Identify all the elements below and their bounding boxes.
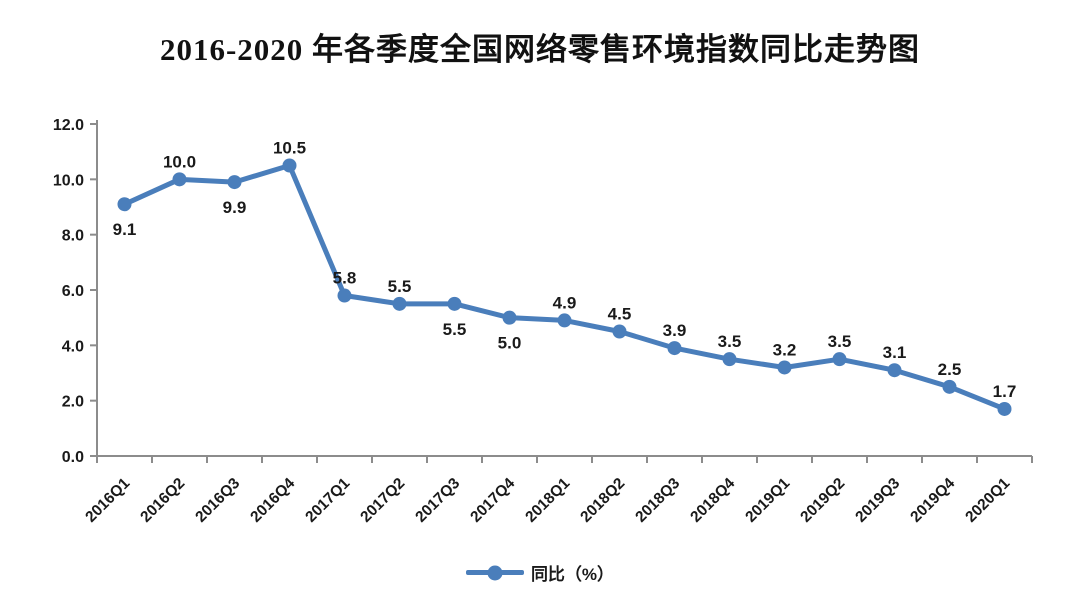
x-axis-tick-label: 2017Q2: [357, 475, 408, 526]
data-point-marker: [392, 296, 407, 311]
data-point-label: 3.2: [773, 340, 797, 359]
y-axis-tick-label: 0.0: [62, 449, 84, 466]
x-axis-tick-label: 2019Q4: [907, 475, 958, 526]
x-axis-tick-label: 2017Q4: [467, 475, 518, 526]
chart-title: 2016-2020 年各季度全国网络零售环境指数同比走势图: [159, 32, 921, 67]
data-point-label: 10.5: [273, 139, 306, 158]
data-point-marker: [557, 313, 572, 328]
x-axis-tick-label: 2020Q1: [962, 475, 1013, 526]
data-point-marker: [447, 296, 462, 311]
y-axis-tick-label: 10.0: [53, 172, 84, 189]
x-axis-tick-label: 2017Q1: [302, 475, 353, 526]
legend-label: 同比（%）: [530, 565, 615, 584]
data-point-label: 3.5: [828, 332, 852, 351]
legend-point-marker: [487, 565, 503, 580]
x-axis-tick-label: 2019Q2: [797, 475, 848, 526]
data-point-marker: [722, 352, 737, 367]
y-axis-tick-label: 8.0: [62, 228, 84, 245]
data-point-label: 5.5: [443, 320, 467, 339]
data-point-label: 9.1: [113, 220, 137, 239]
x-axis-tick-label: 2016Q1: [82, 475, 133, 526]
y-axis-tick-label: 4.0: [62, 338, 84, 355]
y-axis-tick-label: 2.0: [62, 394, 84, 411]
data-point-marker: [337, 288, 352, 303]
data-point-marker: [942, 379, 957, 394]
data-point-marker: [502, 310, 517, 325]
data-point-marker: [832, 352, 847, 367]
y-axis-tick-label: 6.0: [62, 283, 84, 300]
data-point-label: 5.0: [498, 334, 522, 353]
x-axis-tick-label: 2017Q3: [412, 475, 463, 526]
data-point-label: 2.5: [938, 360, 962, 379]
data-point-marker: [227, 175, 242, 190]
data-point-label: 3.5: [718, 332, 742, 351]
x-axis-tick-label: 2018Q3: [632, 475, 683, 526]
data-point-label: 3.1: [883, 343, 907, 362]
data-point-label: 1.7: [993, 382, 1017, 401]
x-axis-tick-label: 2018Q1: [522, 475, 573, 526]
x-axis-tick-label: 2019Q1: [742, 475, 793, 526]
data-point-label: 4.9: [553, 293, 577, 312]
data-point-marker: [282, 158, 297, 173]
x-axis-tick-label: 2019Q3: [852, 475, 903, 526]
data-point-label: 9.9: [223, 198, 247, 217]
chart-legend: 同比（%）: [0, 560, 1080, 585]
data-point-marker: [172, 172, 187, 187]
x-axis-tick-label: 2016Q3: [192, 475, 243, 526]
data-point-marker: [777, 360, 792, 375]
data-point-label: 4.5: [608, 305, 632, 324]
data-point-marker: [117, 197, 132, 212]
series-line: [122, 163, 1007, 412]
data-point-label: 10.0: [163, 152, 196, 171]
data-point-marker: [997, 401, 1012, 416]
data-point-marker: [667, 341, 682, 356]
legend-line-marker: [465, 565, 524, 580]
x-axis-tick-label: 2018Q2: [577, 475, 628, 526]
data-point-marker: [887, 363, 902, 378]
x-axis-tick-label: 2016Q4: [247, 475, 298, 526]
data-point-label: 5.8: [333, 269, 357, 288]
y-axis-tick-label: 12.0: [53, 117, 84, 134]
x-axis-tick-label: 2018Q4: [687, 475, 738, 526]
data-point-label: 3.9: [663, 321, 687, 340]
data-point-label: 5.5: [388, 277, 412, 296]
data-point-marker: [612, 324, 627, 339]
x-axis-tick-label: 2016Q2: [137, 475, 188, 526]
